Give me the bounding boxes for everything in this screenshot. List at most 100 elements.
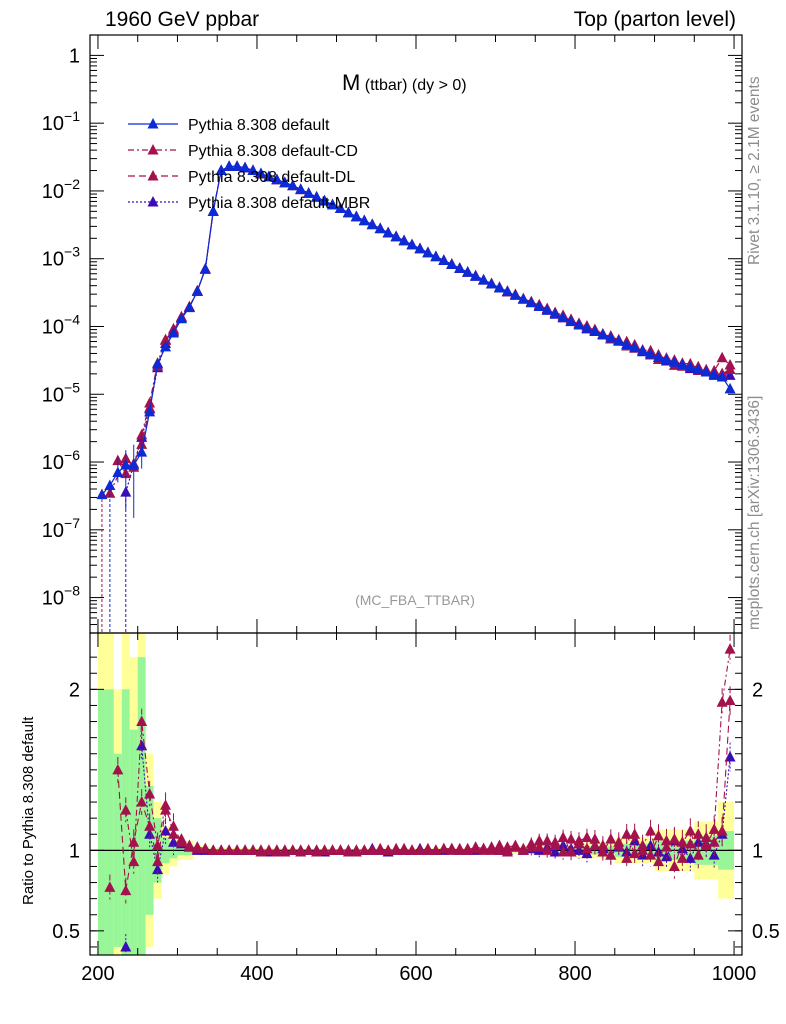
ratio-point-DL [716,825,728,836]
ratio-point-CD [549,839,561,851]
data-point-default [271,173,283,185]
data-point-default [724,382,736,394]
ratio-point-CD [645,825,657,836]
ratio-point-CD [255,845,267,857]
ratio-point-CD [668,833,680,844]
legend-marker [147,196,159,207]
watermark-label: (MC_FBA_TTBAR) [355,592,475,608]
ratio-point-DL [565,845,577,857]
data-point-default [581,322,593,333]
ratio-point-CD [684,837,696,849]
data-point-default [708,368,720,380]
ratio-point-CD [478,842,490,854]
ratio-point-CD [311,845,323,857]
data-point-default [478,274,490,285]
ratio-tick-label-left: 1 [69,840,80,862]
ratio-frame [89,632,743,956]
header-right: Top (parton level) [573,8,736,31]
ratio-point-CD [446,844,458,855]
legend-marker [147,170,159,181]
ratio-point-CD [287,844,299,855]
data-point-default [311,191,323,202]
legend-label: Pythia 8.308 default-MBR [188,195,370,212]
data-point-default [470,270,482,281]
ratio-point-DL [541,844,553,855]
ratio-point-CD [231,844,243,855]
data-point-default [247,164,259,176]
ratio-point-CD [541,834,553,846]
data-point-default [684,361,696,372]
x-tick-label: 800 [558,963,591,985]
ratio-point-CD [350,845,362,857]
data-point-default [573,319,585,330]
data-point-default [366,218,378,230]
data-point-default [613,335,625,346]
ratio-point-DL [708,836,720,847]
data-point-default [438,254,450,266]
data-point-default [493,281,505,293]
data-point-default [358,214,370,226]
ratio-point-DL [152,855,164,867]
data-point-default [509,289,521,300]
data-point-default [501,285,513,297]
x-tick-label: 200 [81,963,114,985]
ratio-point-CD [613,836,625,847]
ratio-point-DL [692,849,704,860]
data-point-default [653,351,665,362]
ratio-point-CD [438,842,450,854]
ratio-point-DL [621,852,633,863]
data-point-CD [724,359,736,370]
ratio-point-CD [581,842,593,854]
ratio-point-CD [239,844,251,855]
ratio-point-MBR [684,852,696,863]
ratio-point-CD [629,847,641,859]
ratio-point-CD [653,855,665,867]
ratio-point-CD [565,833,577,844]
ratio-tick-label-right: 1 [752,840,763,862]
ratio-tick-label-left: 2 [69,679,80,701]
ratio-line-CD [125,649,731,864]
data-point-default [191,285,203,296]
data-point-default [605,331,617,343]
data-point-default [287,179,299,191]
ratio-point-CD [183,841,195,852]
data-point-default [454,262,466,273]
ratio-point-CD [199,842,211,854]
ratio-point-CD [525,837,537,849]
ratio-point-CD [303,844,315,855]
ratio-point-CD [136,715,148,727]
data-point-default [152,357,164,369]
ratio-point-CD [454,842,466,854]
data-point-default [327,198,339,210]
ratio-point-MBR [136,739,148,751]
x-tick-label: 400 [240,963,273,985]
ratio-point-CD [708,823,720,834]
data-point-default [342,206,354,218]
data-point-default [199,263,211,274]
legend-marker [147,144,159,155]
ratio-point-DL [557,831,569,842]
data-point-default [382,226,394,238]
data-point-CD [104,487,116,498]
data-point-default [350,210,362,222]
data-point-default [334,202,346,214]
ratio-point-CD [589,833,601,844]
ratio-point-CD [223,844,235,855]
ratio-point-CD [637,839,649,851]
data-point-MBR [724,369,736,380]
legend-label: Pythia 8.308 default-DL [188,169,355,186]
data-point-default [160,340,172,352]
ratio-point-CD [621,828,633,839]
ratio-point-CD [271,844,283,855]
ratio-point-MBR [160,825,172,836]
ratio-point-CD [144,788,156,799]
ratio-point-CD [295,844,307,855]
data-point-default [231,160,243,171]
data-point-default [565,315,577,326]
data-point-default [533,300,545,312]
series-line-default [101,165,731,496]
data-point-default [668,356,680,367]
ratio-point-CD [724,643,736,654]
ratio-point-DL [533,834,545,846]
